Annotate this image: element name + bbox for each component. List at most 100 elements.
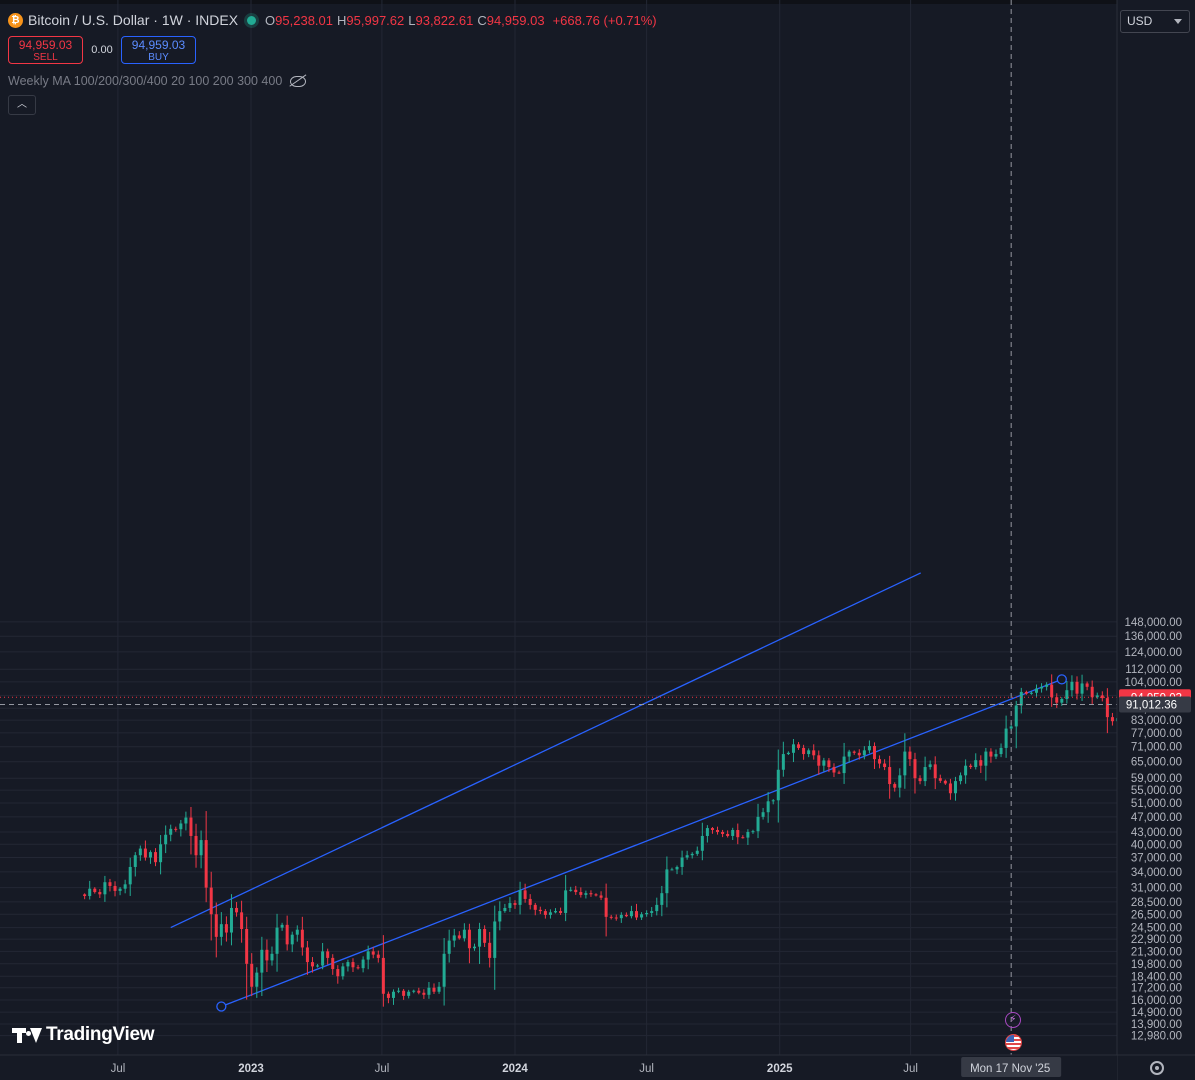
candle (326, 948, 330, 965)
candle (1019, 687, 1023, 714)
candle-body (98, 892, 102, 895)
sell-button[interactable]: 94,959.03 SELL (8, 36, 83, 64)
candle-body (391, 991, 395, 998)
candle-body (204, 840, 208, 888)
candle-body (138, 848, 142, 856)
price-tick-label: 136,000.00 (1124, 631, 1182, 643)
candle (103, 875, 107, 902)
candle-body (103, 882, 107, 895)
candle-body (903, 751, 907, 776)
candle (123, 879, 127, 894)
buy-button[interactable]: 94,959.03 BUY (121, 36, 196, 64)
trade-buttons: 94,959.03 SELL 0.00 94,959.03 BUY (8, 36, 196, 64)
candle-body (310, 962, 314, 967)
candle (964, 759, 968, 784)
candle-body (295, 929, 299, 935)
candle (837, 770, 841, 775)
candle-body (118, 888, 122, 891)
candle-body (1019, 691, 1023, 706)
candle-body (199, 840, 203, 856)
price-tick-label: 51,000.00 (1131, 798, 1182, 810)
candle (133, 852, 137, 877)
candle (695, 846, 699, 856)
candle (1014, 700, 1018, 749)
time-tick-label: 2025 (767, 1063, 793, 1075)
candle-body (928, 764, 932, 768)
candle (878, 755, 882, 769)
candle-body (959, 775, 963, 782)
candle (467, 923, 471, 964)
chevron-up-icon[interactable]: ︿ (8, 95, 36, 115)
candle (817, 750, 821, 775)
price-tick-label: 19,800.00 (1131, 959, 1182, 971)
candle-body (969, 765, 973, 768)
candle (159, 835, 163, 875)
candle-body (427, 987, 431, 995)
candle-body (457, 935, 461, 939)
candle (786, 751, 790, 756)
candle (938, 774, 942, 783)
candle-body (564, 890, 568, 913)
time-tick-label: Jul (111, 1063, 126, 1075)
price-tick-label: 26,500.00 (1131, 909, 1182, 921)
crosshair-date-badge (961, 1057, 1062, 1077)
price-tick-label: 34,000.00 (1131, 867, 1182, 879)
time-axis-bg (0, 1055, 1117, 1080)
candle-body (1055, 697, 1059, 703)
candle (488, 931, 492, 968)
candle (250, 953, 254, 997)
candle-body (1040, 686, 1044, 689)
candle (893, 782, 897, 792)
candle-body (341, 966, 345, 977)
candle (650, 907, 654, 917)
candle-body (645, 912, 649, 915)
candle-body (817, 755, 821, 766)
candle (432, 983, 436, 994)
candle (1060, 697, 1064, 706)
us-flag-icon[interactable] (1005, 1034, 1022, 1051)
candle-body (1029, 692, 1033, 694)
candle-body (498, 911, 502, 922)
candle-body (938, 778, 942, 781)
channel-anchor-end (1056, 674, 1067, 685)
price-tick-label: 16,000.00 (1131, 995, 1182, 1007)
candle-body (412, 990, 416, 992)
candle (700, 822, 704, 861)
candle (554, 908, 558, 914)
candle (143, 840, 147, 861)
candle (614, 914, 618, 921)
candle-body (852, 751, 856, 753)
candle (285, 915, 289, 951)
candle (533, 902, 537, 916)
candle-body (974, 760, 978, 768)
candle-body (169, 828, 173, 835)
candle (209, 871, 213, 941)
symbol-title[interactable]: Bitcoin / U.S. Dollar · 1W · INDEX (28, 12, 239, 28)
crosshair-price-badge (1119, 696, 1191, 713)
time-tick-label: Jul (903, 1063, 918, 1075)
eye-off-icon[interactable] (290, 75, 307, 87)
candle-body (402, 990, 406, 996)
candle-body (1070, 681, 1074, 691)
candle-body (705, 828, 709, 836)
candle (204, 811, 208, 903)
candle-body (159, 844, 163, 863)
candle-body (1075, 681, 1079, 694)
indicator-legend[interactable]: Weekly MA 100/200/300/400 20 100 200 300… (8, 74, 307, 88)
candle-body (133, 855, 137, 867)
candle-body (842, 756, 846, 774)
lightning-icon[interactable]: ⚡ (1005, 1012, 1021, 1028)
candle (1045, 682, 1049, 691)
currency-select[interactable]: USD (1120, 10, 1190, 33)
parallel-channel (170, 572, 1067, 1012)
candle-body (878, 759, 882, 764)
candle (959, 772, 963, 785)
price-tick-label: 40,000.00 (1131, 839, 1182, 851)
candle (310, 957, 314, 973)
time-axis: Jul 2023 Jul 2024 Jul 2025 Jul Mon 17 Nov '25 (0, 1054, 1195, 1080)
gear-icon[interactable] (1150, 1061, 1164, 1075)
candle (812, 744, 816, 760)
candle-body (797, 744, 801, 748)
tradingview-logo[interactable]: TradingView (12, 1024, 155, 1046)
